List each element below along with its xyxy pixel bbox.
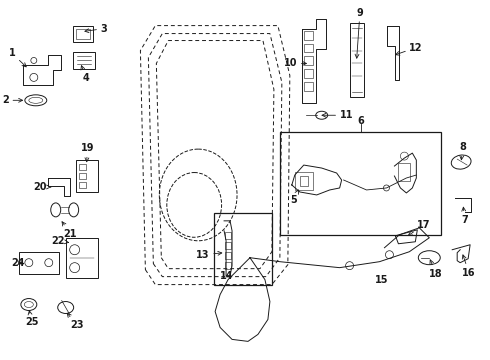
Text: 16: 16 [462, 255, 476, 278]
Bar [78, 173, 86, 179]
Bar [66, 238, 98, 278]
Bar [73, 53, 95, 69]
Text: 12: 12 [395, 42, 423, 55]
Text: 19: 19 [81, 143, 94, 162]
Bar [73, 26, 93, 41]
Bar [78, 164, 86, 170]
Text: 15: 15 [375, 275, 388, 285]
Text: 23: 23 [67, 313, 84, 330]
Bar [19, 252, 59, 274]
Text: 11: 11 [322, 110, 353, 120]
Text: 20: 20 [33, 182, 50, 192]
Text: 24: 24 [11, 258, 24, 268]
Bar [304, 69, 313, 78]
Bar [295, 172, 313, 190]
Text: 18: 18 [429, 260, 443, 279]
Text: 10: 10 [284, 58, 306, 68]
Bar [398, 163, 410, 181]
Text: 22: 22 [51, 236, 69, 246]
Text: 13: 13 [196, 250, 222, 260]
Bar [75, 28, 90, 39]
Text: 6: 6 [358, 116, 364, 126]
Text: 4: 4 [81, 66, 89, 84]
Text: 21: 21 [62, 222, 77, 239]
Bar [78, 182, 86, 188]
Bar [225, 252, 231, 259]
Bar [225, 262, 231, 269]
Bar [304, 82, 313, 91]
Text: 25: 25 [25, 311, 38, 328]
Text: 8: 8 [459, 142, 466, 160]
Text: 9: 9 [355, 8, 363, 58]
Bar [349, 23, 364, 97]
Text: 5: 5 [290, 190, 299, 205]
Text: 3: 3 [85, 24, 107, 33]
Bar [300, 176, 308, 186]
Bar [304, 31, 313, 40]
Bar [214, 213, 272, 285]
Bar [225, 232, 231, 239]
Text: 14: 14 [220, 271, 234, 280]
Bar [225, 242, 231, 249]
Bar [75, 160, 98, 192]
Text: 2: 2 [2, 95, 23, 105]
Text: 7: 7 [461, 207, 468, 225]
Text: 1: 1 [9, 49, 26, 67]
Bar [304, 57, 313, 66]
Bar [280, 132, 441, 235]
Text: 17: 17 [408, 220, 431, 235]
Bar [304, 44, 313, 53]
